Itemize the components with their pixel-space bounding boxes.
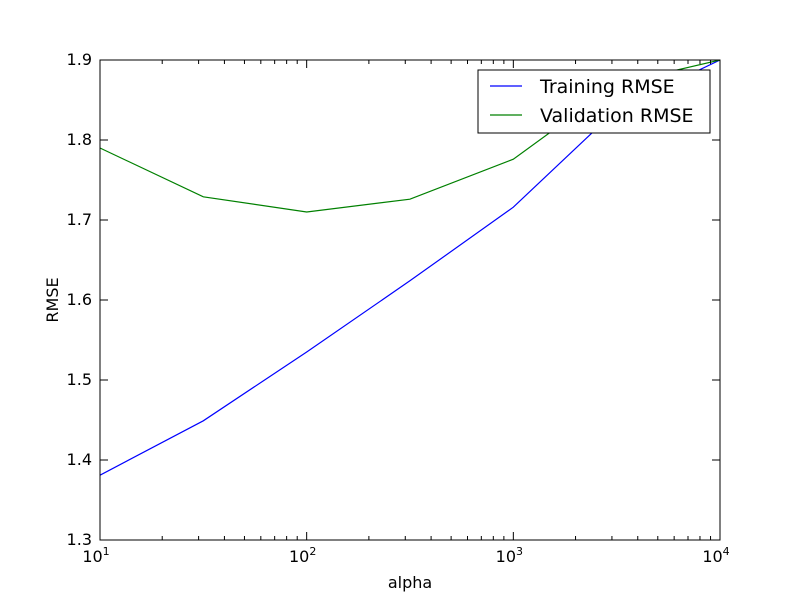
x-tick-label: 103 <box>496 545 523 566</box>
y-tick-label: 1.8 <box>67 130 92 149</box>
plot-frame <box>99 59 721 541</box>
y-tick-label: 1.3 <box>67 530 92 549</box>
y-tick-label: 1.6 <box>67 290 92 309</box>
legend-label: Training RMSE <box>539 76 675 98</box>
legend: Training RMSE Validation RMSE <box>477 69 711 134</box>
x-axis-label: alpha <box>388 573 432 592</box>
legend-label: Validation RMSE <box>540 105 694 127</box>
y-tick-label: 1.7 <box>67 210 92 229</box>
y-axis-label: RMSE <box>43 277 62 322</box>
y-tick-label: 1.5 <box>67 370 92 389</box>
plot-area <box>100 60 720 540</box>
x-tick-label: 101 <box>82 545 109 566</box>
y-tick-label: 1.9 <box>67 50 92 69</box>
x-tick-label: 104 <box>702 545 729 566</box>
x-tick-label: 102 <box>289 545 316 566</box>
y-tick-label: 1.4 <box>67 450 92 469</box>
legend-box <box>477 69 711 134</box>
